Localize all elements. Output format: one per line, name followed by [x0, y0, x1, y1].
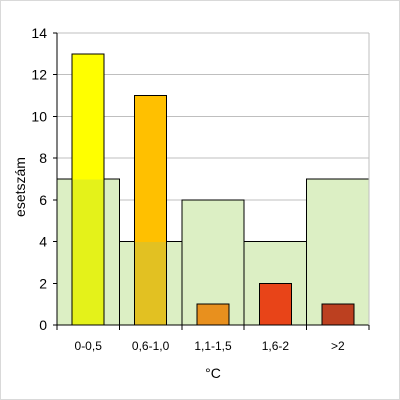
y-tick-label: 10 — [31, 108, 47, 124]
y-tick-label: 6 — [39, 192, 47, 208]
bar-foreground — [258, 282, 292, 326]
y-tick-label: 14 — [31, 25, 47, 41]
y-tick-label: 2 — [39, 275, 47, 291]
x-tick-label: 1,6-2 — [262, 339, 290, 353]
bar-overlap — [72, 179, 104, 325]
x-tick-label: 1,1-1,5 — [194, 339, 232, 353]
y-tick-label: 8 — [39, 150, 47, 166]
y-tick-label: 12 — [31, 67, 47, 83]
x-tick-label: >2 — [331, 339, 345, 353]
y-tick-label: 0 — [39, 317, 47, 333]
y-tick-label: 4 — [39, 234, 47, 250]
bar-foreground — [321, 303, 355, 326]
bar-overlap — [135, 242, 167, 325]
x-tick-labels: 0-0,5 0,6-1,0 1,1-1,5 1,6-2 >2 — [75, 339, 345, 353]
x-tick-label: 0,6-1,0 — [132, 339, 170, 353]
x-tick-label: 0-0,5 — [75, 339, 103, 353]
y-tick-labels: 0 2 4 6 8 10 12 14 — [31, 25, 47, 333]
bar-background — [306, 178, 370, 326]
overlap-regions — [71, 179, 168, 325]
bar-foreground — [196, 303, 230, 326]
axes — [53, 32, 370, 330]
y-axis-label: esetszám — [12, 157, 28, 217]
x-axis-label: °C — [205, 365, 221, 381]
